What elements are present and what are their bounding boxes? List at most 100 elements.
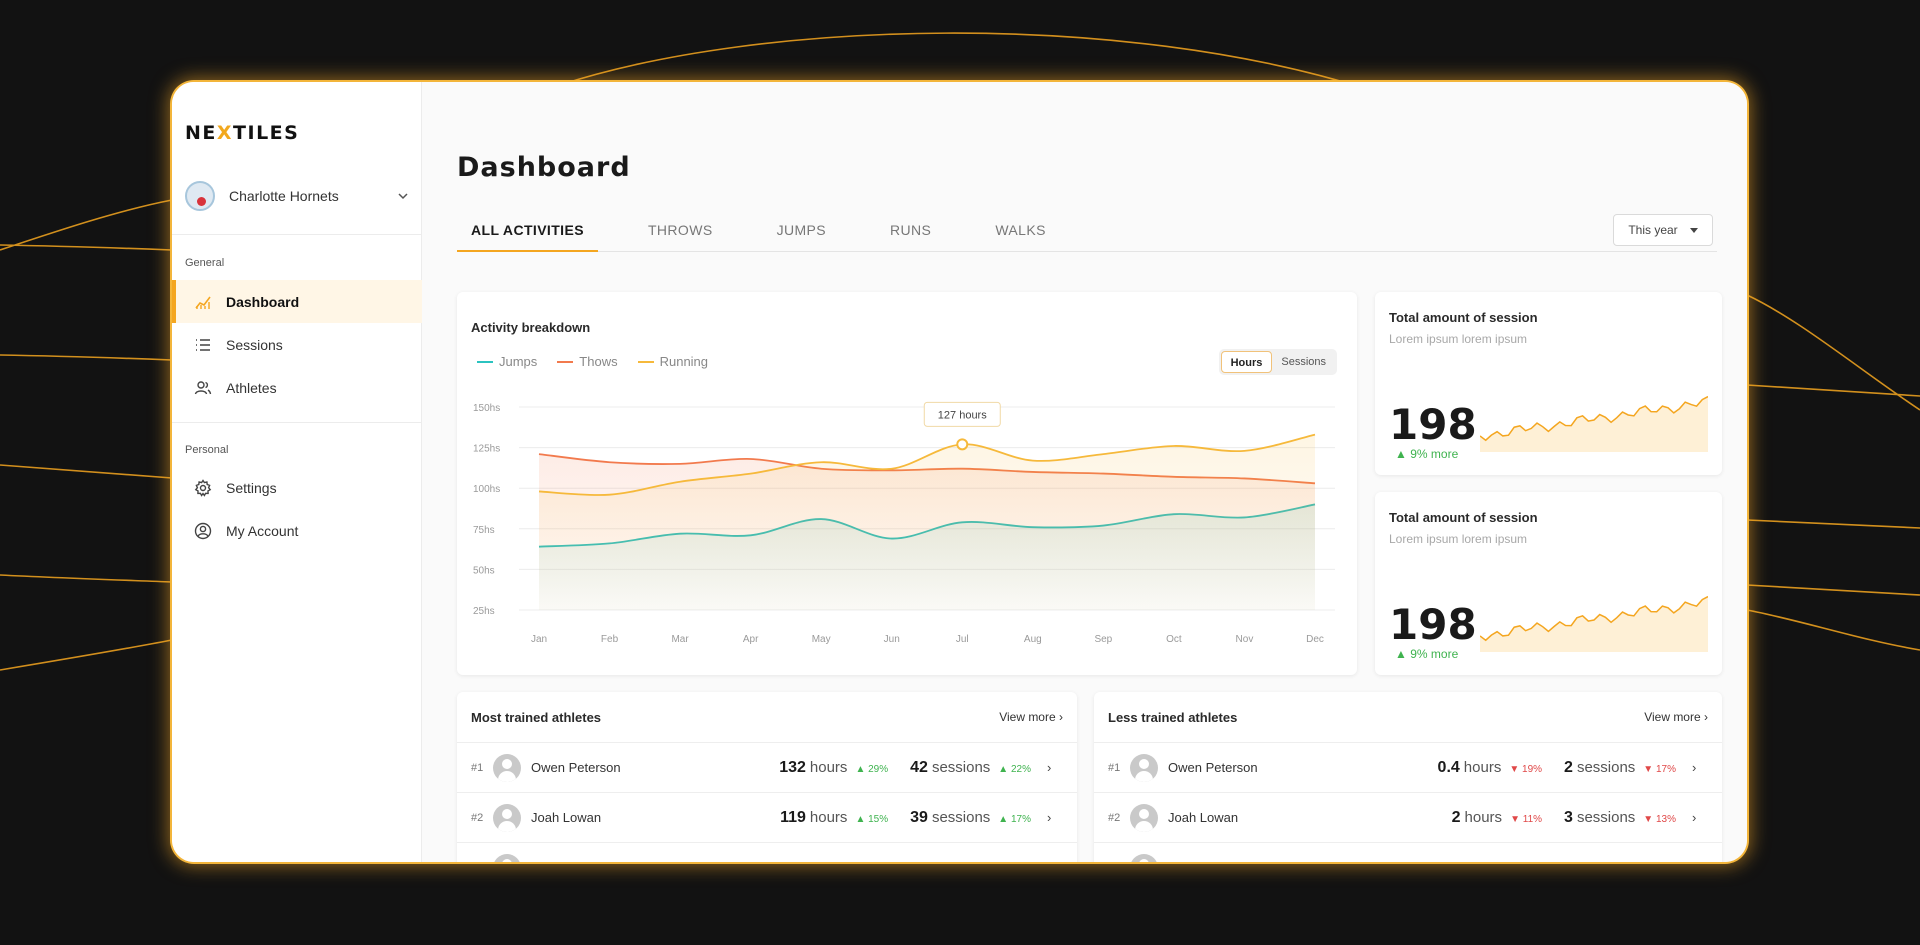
sidebar-item-label: My Account xyxy=(226,522,299,539)
hours-metric: 0.4 hours ▼ 19% xyxy=(1438,759,1542,777)
sidebar-item-athletes[interactable]: Athletes xyxy=(172,366,422,409)
section-label-general: General xyxy=(185,257,225,269)
avatar-icon xyxy=(493,753,521,782)
x-tick-label: Apr xyxy=(743,634,759,645)
table-row[interactable]: #1 Owen Peterson 132 hours ▲ 29% 42 session… xyxy=(457,742,1077,792)
sidebar-item-label: Dashboard xyxy=(226,293,300,310)
data-point-highlight xyxy=(956,438,969,451)
activity-breakdown-card: Activity breakdown Jumps Thows Running H… xyxy=(457,292,1357,675)
sidebar-item-sessions[interactable]: Sessions xyxy=(172,323,422,366)
y-tick-label: 75hs xyxy=(473,525,495,536)
sparkline-area xyxy=(1480,396,1708,452)
chevron-right-icon[interactable]: › xyxy=(1047,760,1052,775)
athlete-name: Joah Lowan xyxy=(1168,810,1239,825)
stat-value: 198 xyxy=(1389,600,1477,649)
x-tick-label: Feb xyxy=(601,634,619,645)
hours-value: 2 xyxy=(1451,808,1461,826)
caret-down-icon xyxy=(1689,227,1698,233)
hours-unit: hours xyxy=(809,808,848,826)
avatar-icon xyxy=(1130,753,1158,782)
view-more-label: View more xyxy=(1644,710,1701,724)
sessions-metric: 2 sessions ▼ 17% xyxy=(1564,759,1676,777)
legend-label: Jumps xyxy=(499,354,538,369)
hours-value: 0.4 xyxy=(1437,758,1460,776)
tab-jumps[interactable]: JUMPS xyxy=(776,222,827,238)
x-tick-label: Nov xyxy=(1236,634,1254,645)
team-selector[interactable]: Charlotte Hornets xyxy=(185,174,410,218)
hours-metric: 2 hours ▼ 11% xyxy=(1452,809,1542,827)
table-row[interactable]: #1 Owen Peterson 0.4 hours ▼ 19% 2 sessions… xyxy=(1094,742,1722,792)
view-more-link[interactable]: View more › xyxy=(1644,710,1708,725)
period-dropdown[interactable]: This year xyxy=(1613,214,1713,246)
period-value: This year xyxy=(1628,223,1678,237)
hours-change: ▲ 15% xyxy=(855,813,889,825)
sidebar-item-settings[interactable]: Settings xyxy=(172,466,422,509)
rank: #2 xyxy=(1108,811,1121,824)
sessions-change: ▼ 13% xyxy=(1643,813,1676,825)
legend-label: Thows xyxy=(579,354,618,369)
sessions-change: ▲ 22% xyxy=(998,763,1031,775)
most-trained-card: Most trained athletes View more › #1 Owe… xyxy=(457,692,1077,862)
sessions-pct: 22% xyxy=(1010,763,1031,775)
x-tick-label: Jul xyxy=(956,634,969,645)
sidebar-item-dashboard[interactable]: Dashboard xyxy=(172,280,422,323)
chevron-down-icon xyxy=(398,193,408,200)
y-tick-label: 100hs xyxy=(473,484,500,495)
legend-item-running: Running xyxy=(637,354,708,369)
hours-pct: 15% xyxy=(868,813,889,825)
x-tick-label: Dec xyxy=(1306,634,1324,645)
nextiles-logo: NEXTILES xyxy=(185,122,300,144)
x-tick-label: Jan xyxy=(531,634,547,645)
rank: #2 xyxy=(471,811,484,824)
toggle-sessions[interactable]: Sessions xyxy=(1281,356,1326,368)
tab-all-activities[interactable]: ALL ACTIVITIES xyxy=(457,222,598,252)
view-more-label: View more xyxy=(999,710,1056,724)
legend-item-thows: Thows xyxy=(557,354,618,369)
sparkline xyxy=(1480,595,1708,652)
chevron-right-icon[interactable]: › xyxy=(1047,810,1052,825)
x-tick-label: Jun xyxy=(884,634,900,645)
sessions-pct: 17% xyxy=(1655,763,1676,775)
sparkline-line xyxy=(1480,595,1708,642)
y-tick-label: 50hs xyxy=(473,565,495,576)
sidebar-item-label: Sessions xyxy=(226,336,283,353)
rank: #1 xyxy=(471,761,484,774)
hours-metric: 119 hours ▲ 15% xyxy=(780,809,888,827)
table-row[interactable]: #2 Joah Lowan 119 hours ▲ 15% 39 sessions ▲ … xyxy=(457,792,1077,842)
activity-card-title: Activity breakdown xyxy=(471,320,591,335)
x-tick-label: Mar xyxy=(671,634,689,645)
hours-unit: hours xyxy=(1464,808,1503,826)
sessions-unit: sessions xyxy=(1576,808,1636,826)
athlete-name: Owen Peterson xyxy=(531,760,621,775)
stat-subtitle: Lorem ipsum lorem ipsum xyxy=(1389,332,1528,346)
table-row[interactable] xyxy=(1094,842,1722,862)
hours-unit: hours xyxy=(1463,758,1502,776)
chevron-right-icon[interactable]: › xyxy=(1692,810,1697,825)
stat-title: Total amount of session xyxy=(1389,510,1538,525)
legend-swatch xyxy=(557,360,574,363)
stat-card: Total amount of session Lorem ipsum lore… xyxy=(1375,292,1722,475)
stat-subtitle: Lorem ipsum lorem ipsum xyxy=(1389,532,1528,546)
x-tick-label: Aug xyxy=(1024,634,1042,645)
sidebar: NEXTILES Charlotte Hornets General Dashb… xyxy=(172,82,422,862)
tab-walks[interactable]: WALKS xyxy=(995,222,1046,238)
tab-runs[interactable]: RUNS xyxy=(890,222,932,238)
sessions-metric: 42 sessions ▲ 22% xyxy=(910,759,1031,777)
stat-delta-text: 9% more xyxy=(1410,447,1459,461)
toggle-hours[interactable]: Hours xyxy=(1220,351,1273,373)
chevron-right-icon[interactable]: › xyxy=(1692,760,1697,775)
sidebar-item-my-account[interactable]: My Account xyxy=(172,509,422,552)
activity-tabs: ALL ACTIVITIES THROWS JUMPS RUNS WALKS xyxy=(457,222,1717,252)
stat-value: 198 xyxy=(1389,400,1477,449)
view-more-link[interactable]: View more › xyxy=(999,710,1063,725)
hours-change: ▼ 19% xyxy=(1509,763,1543,775)
hours-unit: hours xyxy=(809,758,848,776)
x-tick-label: Sep xyxy=(1094,634,1112,645)
table-row[interactable]: #2 Joah Lowan 2 hours ▼ 11% 3 sessions ▼ 13%… xyxy=(1094,792,1722,842)
x-tick-label: Oct xyxy=(1166,634,1182,645)
tab-throws[interactable]: THROWS xyxy=(647,222,713,238)
y-tick-label: 150hs xyxy=(473,403,500,414)
most-trained-title: Most trained athletes xyxy=(471,710,602,725)
table-row[interactable] xyxy=(457,842,1077,862)
